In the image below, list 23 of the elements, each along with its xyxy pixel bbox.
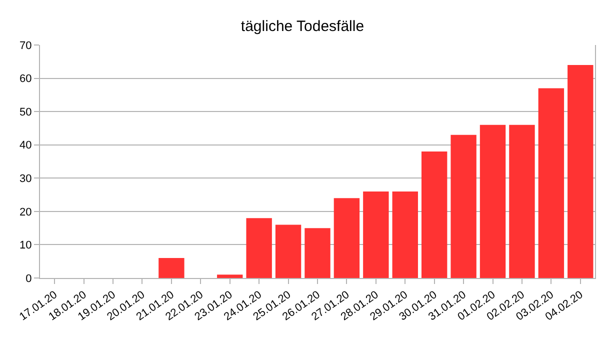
chart-title: tägliche Todesfälle (240, 18, 364, 35)
bar (509, 124, 535, 278)
y-tick-label: 40 (20, 140, 32, 152)
y-tick-label: 30 (20, 172, 32, 185)
bar (217, 274, 243, 278)
bar (421, 152, 448, 278)
y-tick-label: 0 (26, 272, 32, 285)
bar (538, 88, 564, 278)
bar (304, 228, 330, 278)
bar (568, 64, 594, 278)
y-tick-label: 10 (20, 240, 32, 252)
bar (392, 191, 418, 278)
y-tick-label: 60 (20, 73, 32, 86)
bar (450, 134, 476, 278)
bar (275, 224, 302, 278)
bar (246, 218, 272, 278)
bar (334, 198, 360, 278)
bar (363, 191, 389, 278)
y-tick-label: 70 (20, 40, 32, 52)
y-tick-label: 20 (20, 206, 32, 218)
y-tick-label: 50 (20, 106, 32, 118)
bar (158, 258, 184, 278)
bar (480, 124, 506, 278)
